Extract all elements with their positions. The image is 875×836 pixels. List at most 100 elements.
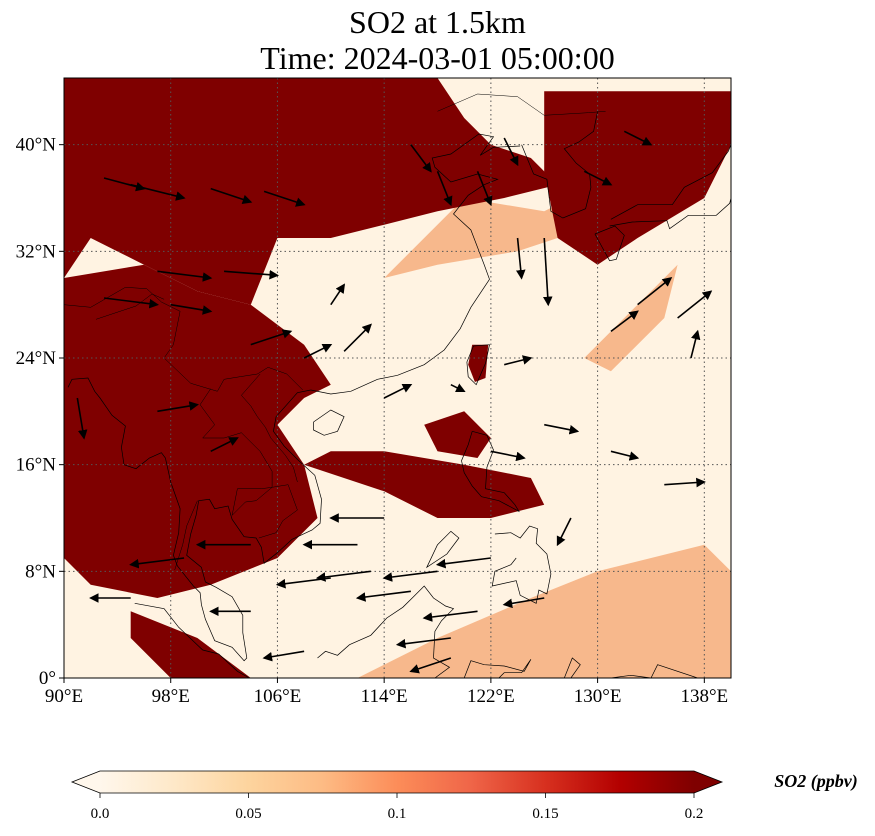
latitude-tick-label: 0° bbox=[39, 668, 56, 689]
colorbar: 0.0 0.05 0.1 0.15 0.2 SO2 (ppbv) bbox=[70, 770, 858, 822]
coastline-segment bbox=[466, 344, 490, 386]
longitude-tick-label: 98°E bbox=[152, 686, 190, 707]
wind-arrow bbox=[610, 450, 640, 461]
longitude-tick-label: 122°E bbox=[467, 686, 515, 707]
country-borders bbox=[64, 93, 606, 571]
wind-arrow bbox=[422, 610, 478, 622]
wind-arrow bbox=[395, 637, 451, 649]
high-so2-region-scs-patch bbox=[424, 411, 491, 458]
chart-subtitle: Time: 2024-03-01 05:00:00 bbox=[260, 40, 615, 76]
wind-arrow bbox=[436, 171, 453, 207]
wind-arrow bbox=[542, 237, 553, 307]
wind-arrow bbox=[103, 297, 159, 309]
colorbar-tick-label: 0.0 bbox=[91, 806, 110, 822]
wind-arrow bbox=[504, 355, 533, 366]
border-segment bbox=[437, 93, 545, 116]
border-segment bbox=[64, 287, 162, 308]
latitude-tick-label: 8°N bbox=[25, 561, 56, 582]
wind-arrow bbox=[382, 570, 438, 582]
colorbar-gradient bbox=[100, 771, 694, 793]
wind-arrow bbox=[623, 130, 653, 146]
colorbar-extend-min bbox=[72, 771, 100, 793]
wind-arrow bbox=[262, 650, 305, 662]
wind-arrow bbox=[383, 383, 413, 399]
high-so2-region-indochina bbox=[64, 264, 331, 598]
wind-arrow bbox=[355, 590, 411, 602]
wind-arrow bbox=[303, 343, 333, 359]
longitude-tick-label: 138°E bbox=[680, 686, 728, 707]
wind-arrow bbox=[610, 310, 639, 332]
coastline-segment bbox=[134, 602, 250, 678]
coastline-segment bbox=[609, 197, 731, 230]
latitude-tick-label: 40°N bbox=[16, 135, 57, 156]
coastline-segment bbox=[67, 377, 322, 662]
wind-vectors bbox=[76, 130, 713, 674]
wind-arrow bbox=[664, 477, 706, 488]
coastline-segment bbox=[610, 664, 698, 678]
wind-arrow bbox=[343, 323, 372, 352]
wind-arrow bbox=[450, 383, 466, 393]
longitude-ticks: 90°E 98°E 106°E 114°E 122°E 130°E 138°E bbox=[45, 678, 728, 707]
wind-arrow bbox=[129, 557, 185, 569]
wind-arrow bbox=[130, 183, 186, 201]
colorbar-tick-label: 0.15 bbox=[532, 806, 558, 822]
wind-arrow bbox=[76, 397, 88, 440]
wind-arrow bbox=[502, 597, 545, 609]
map-frame bbox=[63, 77, 732, 679]
coastline-segment bbox=[425, 530, 460, 569]
high-so2-region-philippine-sea-band bbox=[304, 451, 545, 518]
colorbar-extend-max bbox=[694, 771, 722, 793]
high-so2-region-sumatra bbox=[130, 611, 251, 678]
border-segment bbox=[174, 500, 198, 571]
colorbar-ticks: 0.0 0.05 0.1 0.15 0.2 bbox=[91, 793, 704, 822]
colorbar-tick-label: 0.2 bbox=[685, 806, 704, 822]
latitude-tick-label: 32°N bbox=[16, 241, 57, 262]
chart-title: SO2 at 1.5km bbox=[349, 4, 526, 40]
colorbar-tick-label: 0.1 bbox=[388, 806, 407, 822]
border-segment bbox=[161, 301, 303, 392]
latitude-ticks: 0° 8°N 16°N 24°N 32°N 40°N bbox=[16, 135, 64, 689]
border-segment bbox=[199, 388, 273, 516]
wind-arrow bbox=[170, 303, 213, 315]
wind-arrow bbox=[637, 277, 673, 306]
wind-arrow bbox=[330, 283, 346, 306]
wind-arrow bbox=[315, 570, 371, 582]
coastline-segment bbox=[521, 111, 598, 219]
wind-arrow bbox=[157, 270, 213, 282]
coastline-segment bbox=[463, 659, 532, 678]
high-so2-region-taiwan bbox=[468, 344, 489, 382]
wind-arrow bbox=[435, 557, 491, 569]
wind-arrow bbox=[677, 290, 713, 319]
mid-so2-region-maritime bbox=[250, 544, 731, 678]
high-so2-region-north-china bbox=[64, 78, 558, 305]
wind-arrow bbox=[250, 329, 293, 346]
high-so2-region-korea-japan bbox=[544, 91, 731, 265]
wind-arrow bbox=[583, 170, 613, 186]
wind-arrow bbox=[410, 144, 432, 173]
coastline-segment bbox=[610, 144, 731, 220]
longitude-tick-label: 106°E bbox=[254, 686, 302, 707]
wind-arrow bbox=[476, 171, 493, 207]
wind-arrow bbox=[210, 187, 253, 205]
colorbar-tick-label: 0.05 bbox=[235, 806, 261, 822]
wind-arrow bbox=[409, 657, 452, 674]
wind-arrow bbox=[556, 517, 572, 547]
border-segment bbox=[95, 293, 165, 320]
wind-arrow bbox=[544, 423, 580, 435]
coastline-segment bbox=[563, 657, 581, 678]
latitude-tick-label: 24°N bbox=[16, 348, 57, 369]
border-segment bbox=[241, 373, 298, 483]
coastline-segment bbox=[310, 133, 521, 395]
mid-so2-region-east-china-sea-band bbox=[384, 131, 691, 278]
border-segment bbox=[231, 484, 298, 539]
coastline-segment bbox=[461, 430, 520, 513]
wind-arrow bbox=[210, 437, 239, 453]
wind-arrow bbox=[503, 137, 519, 167]
wind-arrow bbox=[263, 190, 306, 207]
longitude-tick-label: 130°E bbox=[574, 686, 622, 707]
wind-arrow bbox=[275, 577, 331, 589]
wind-arrow bbox=[224, 269, 280, 280]
wind-arrow bbox=[690, 329, 701, 359]
coastline-segment bbox=[491, 525, 552, 604]
